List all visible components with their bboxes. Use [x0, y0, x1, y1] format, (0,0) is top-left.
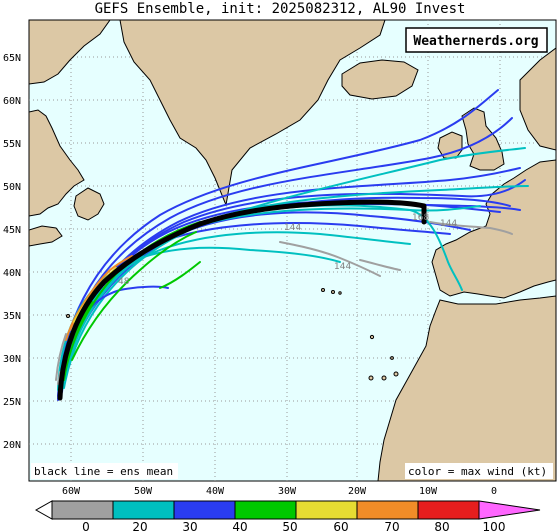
lat-label: 45N [3, 225, 21, 236]
hour-label: 48 [118, 277, 130, 287]
lon-label: 60W [62, 486, 81, 497]
colorbar [34, 500, 541, 520]
colorbar-label: 40 [232, 520, 247, 531]
note-right: color = max wind (kt) [408, 465, 547, 478]
colorbar-label: 70 [384, 520, 399, 531]
colorbar-bin [51, 500, 114, 520]
lon-label: 0 [491, 486, 497, 497]
lon-label: 10W [419, 486, 438, 497]
lon-label: 20W [348, 486, 367, 497]
lat-label: 25N [3, 397, 21, 408]
colorbar-bin [295, 500, 358, 520]
track-green-3 [159, 261, 201, 289]
lat-label: 60N [3, 96, 21, 107]
track-gray-4 [429, 221, 513, 235]
nova-scotia [29, 225, 63, 247]
hour-label: 144 [334, 262, 351, 272]
lon-label: 30W [278, 486, 297, 497]
colorbar-label: 50 [282, 520, 297, 531]
newfoundland [73, 187, 105, 221]
colorbar-bin [234, 500, 297, 520]
note-left: black line = ens mean [34, 465, 173, 478]
brand-box [405, 27, 548, 53]
lat-label: 20N [3, 440, 21, 451]
north-africa [377, 295, 556, 481]
track-gray-3 [359, 259, 401, 271]
track-green-2 [71, 231, 197, 361]
lat-label: 65N [3, 53, 21, 64]
lat-label: 55N [3, 139, 21, 150]
labrador [29, 109, 85, 217]
lon-labels: 60W 50W 40W 30W 20W 10W 0 [62, 486, 497, 497]
greenland [119, 20, 386, 207]
colorbar-arrow-right [478, 500, 541, 520]
lon-label: 50W [134, 486, 153, 497]
colorbar-label: 100 [483, 520, 506, 531]
colorbar-arrow-left [34, 500, 53, 520]
colorbar-label: 20 [132, 520, 147, 531]
track-blue-1 [57, 89, 499, 401]
colorbar-bin [112, 500, 175, 520]
colorbar-label: 80 [434, 520, 449, 531]
colorbar-label: 60 [333, 520, 348, 531]
colorbar-labels: 0 20 30 40 50 60 70 80 100 [82, 520, 505, 531]
map-title: GEFS Ensemble, init: 2025082312, AL90 In… [94, 1, 466, 17]
track-gray-5 [57, 371, 61, 385]
colorbar-bin [173, 500, 236, 520]
brand-label: Weathernerds.org [413, 34, 538, 49]
iceland [341, 59, 419, 100]
ensemble-mean-track [57, 199, 427, 401]
track-gray-1 [55, 333, 67, 381]
hour-label: 144 [440, 219, 457, 229]
track-cyan-5 [63, 147, 526, 389]
colorbar-label: 30 [182, 520, 197, 531]
lat-label: 40N [3, 268, 21, 279]
hour-label: 144 [284, 223, 301, 233]
note-left-bg [31, 463, 178, 479]
colorbar-bin [356, 500, 419, 520]
lat-label: 35N [3, 311, 21, 322]
lat-labels: 65N 60N 55N 50N 45N 40N 35N 30N 25N 20N [3, 53, 21, 451]
lon-label: 40W [206, 486, 225, 497]
hour-label: 168 [412, 213, 429, 223]
note-right-bg [405, 463, 553, 479]
lat-label: 30N [3, 354, 21, 365]
colorbar-bin [417, 500, 480, 520]
baffin-island [29, 20, 111, 85]
colorbar-label: 0 [82, 520, 90, 531]
lat-label: 50N [3, 182, 21, 193]
scandinavia [519, 47, 556, 151]
track-gray-2 [279, 241, 381, 277]
